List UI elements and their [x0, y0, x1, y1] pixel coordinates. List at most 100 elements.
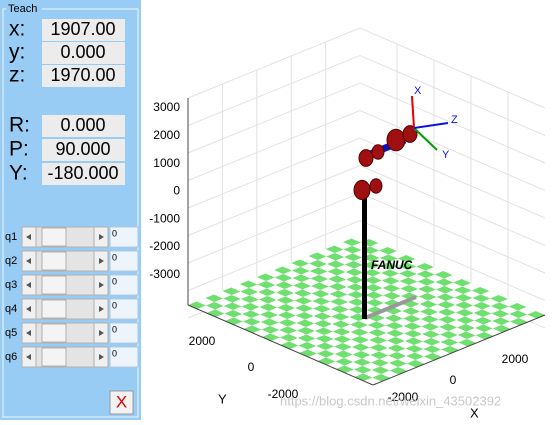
y-axis-label: Y	[218, 391, 227, 406]
field-label: y:	[9, 41, 25, 64]
z-tick-label: 0	[173, 184, 180, 198]
x-axis-label: X	[470, 405, 479, 420]
y-tick-label: 2000	[189, 334, 216, 348]
x-tick-label: 2000	[502, 352, 529, 366]
slider-thumb[interactable]	[41, 275, 67, 295]
arrow-right	[99, 258, 104, 264]
z-tick-label: -1000	[149, 211, 180, 225]
field-label: P:	[9, 138, 29, 161]
joint-label: q6	[5, 351, 17, 363]
joint-label: q2	[5, 255, 17, 267]
arrow-left	[26, 234, 31, 240]
joint-value: 0	[112, 252, 117, 262]
frame-label: X	[414, 85, 422, 97]
joint-value: 0	[112, 348, 117, 358]
joint-value: 0	[112, 276, 117, 286]
joint-value: 0	[112, 228, 117, 238]
y-tick-label: 0	[248, 360, 255, 374]
joint-box[interactable]	[109, 250, 139, 272]
wall-grid	[187, 109, 546, 191]
field-box[interactable]	[42, 115, 125, 137]
slider-thumb[interactable]	[41, 347, 67, 367]
plot-3d: 3000 2000 1000 0 -1000 -2000 -3000 2000 0 -2000 Y -…	[149, 27, 546, 420]
y-tick-label: -2000	[268, 387, 299, 401]
frame-label: Z	[451, 114, 458, 126]
field-value: 0.000	[60, 42, 105, 62]
arrow-left	[26, 282, 31, 288]
robot-joint	[402, 125, 418, 143]
arrow-left	[26, 306, 31, 312]
arrow-right	[99, 306, 104, 312]
robot-shadow	[364, 295, 417, 320]
field-label: R:	[9, 114, 30, 137]
arrow-left	[26, 258, 31, 264]
z-tick-label: 1000	[153, 156, 180, 170]
joint-box[interactable]	[109, 274, 139, 296]
field-box[interactable]	[42, 139, 125, 161]
field-label: Y:	[9, 162, 28, 185]
arrow-right	[99, 234, 104, 240]
wall-grid	[187, 137, 546, 219]
wall-grid	[187, 164, 546, 246]
field-value: 90.000	[55, 139, 110, 159]
joint-label: q4	[5, 303, 17, 315]
x-tick-label: 0	[450, 373, 457, 387]
robot-joint	[386, 128, 406, 152]
wall-grid	[187, 82, 546, 164]
frame-y	[413, 127, 438, 151]
close-button[interactable]	[109, 390, 134, 415]
joint-label: q1	[5, 231, 17, 243]
controls: x: 1907.00 y: 0.000 z: 1970.00 R: 0.000 P: 90.000…	[5, 18, 139, 415]
frame-label: Y	[442, 149, 450, 161]
field-value: -180.000	[47, 163, 118, 183]
joint-box[interactable]	[109, 346, 139, 368]
frame-x	[411, 95, 415, 129]
z-tick-label: -2000	[149, 239, 180, 253]
field-box[interactable]	[42, 163, 125, 185]
arrow-left	[26, 330, 31, 336]
panel-title: Teach	[8, 3, 37, 15]
field-value: 1970.00	[50, 65, 115, 85]
robot-joint	[353, 179, 371, 201]
slider-thumb[interactable]	[41, 299, 67, 319]
joint-box[interactable]	[109, 322, 139, 344]
robot-joint	[369, 178, 383, 194]
slider-thumb[interactable]	[41, 323, 67, 343]
field-value: 0.000	[60, 115, 105, 135]
wall-grid	[187, 54, 546, 136]
z-tick-label: 3000	[153, 100, 180, 114]
z-tick-label: -3000	[149, 267, 180, 281]
joint-value: 0	[112, 324, 117, 334]
joint-value: 0	[112, 300, 117, 310]
robot-joint	[358, 149, 374, 167]
watermark: https://blog.csdn.net/weixin_43502392	[280, 393, 501, 408]
frame-z	[413, 122, 449, 129]
joint-label: q5	[5, 327, 17, 339]
field-box[interactable]	[42, 65, 125, 87]
field-label: z:	[9, 64, 25, 87]
field-box[interactable]	[42, 42, 125, 64]
joint-box[interactable]	[109, 298, 139, 320]
x-tick-label: -2000	[388, 390, 419, 404]
slider-thumb[interactable]	[41, 227, 67, 247]
arrow-left	[26, 354, 31, 360]
z-tick-label: 2000	[153, 128, 180, 142]
group-title-bg	[6, 3, 42, 15]
slider-thumb[interactable]	[41, 251, 67, 271]
arrow-right	[99, 330, 104, 336]
wall-grid	[187, 219, 546, 301]
field-label: x:	[9, 18, 25, 41]
x-axis	[372, 314, 546, 386]
arrow-right	[99, 354, 104, 360]
field-value: 1907.00	[50, 19, 115, 39]
y-axis	[187, 304, 374, 386]
joint-label: q3	[5, 279, 17, 291]
close-label: X	[116, 392, 127, 411]
joint-box[interactable]	[109, 226, 139, 248]
robot-base	[362, 195, 367, 319]
robot-joint	[371, 144, 385, 160]
arrow-right	[99, 282, 104, 288]
field-box[interactable]	[42, 19, 125, 41]
